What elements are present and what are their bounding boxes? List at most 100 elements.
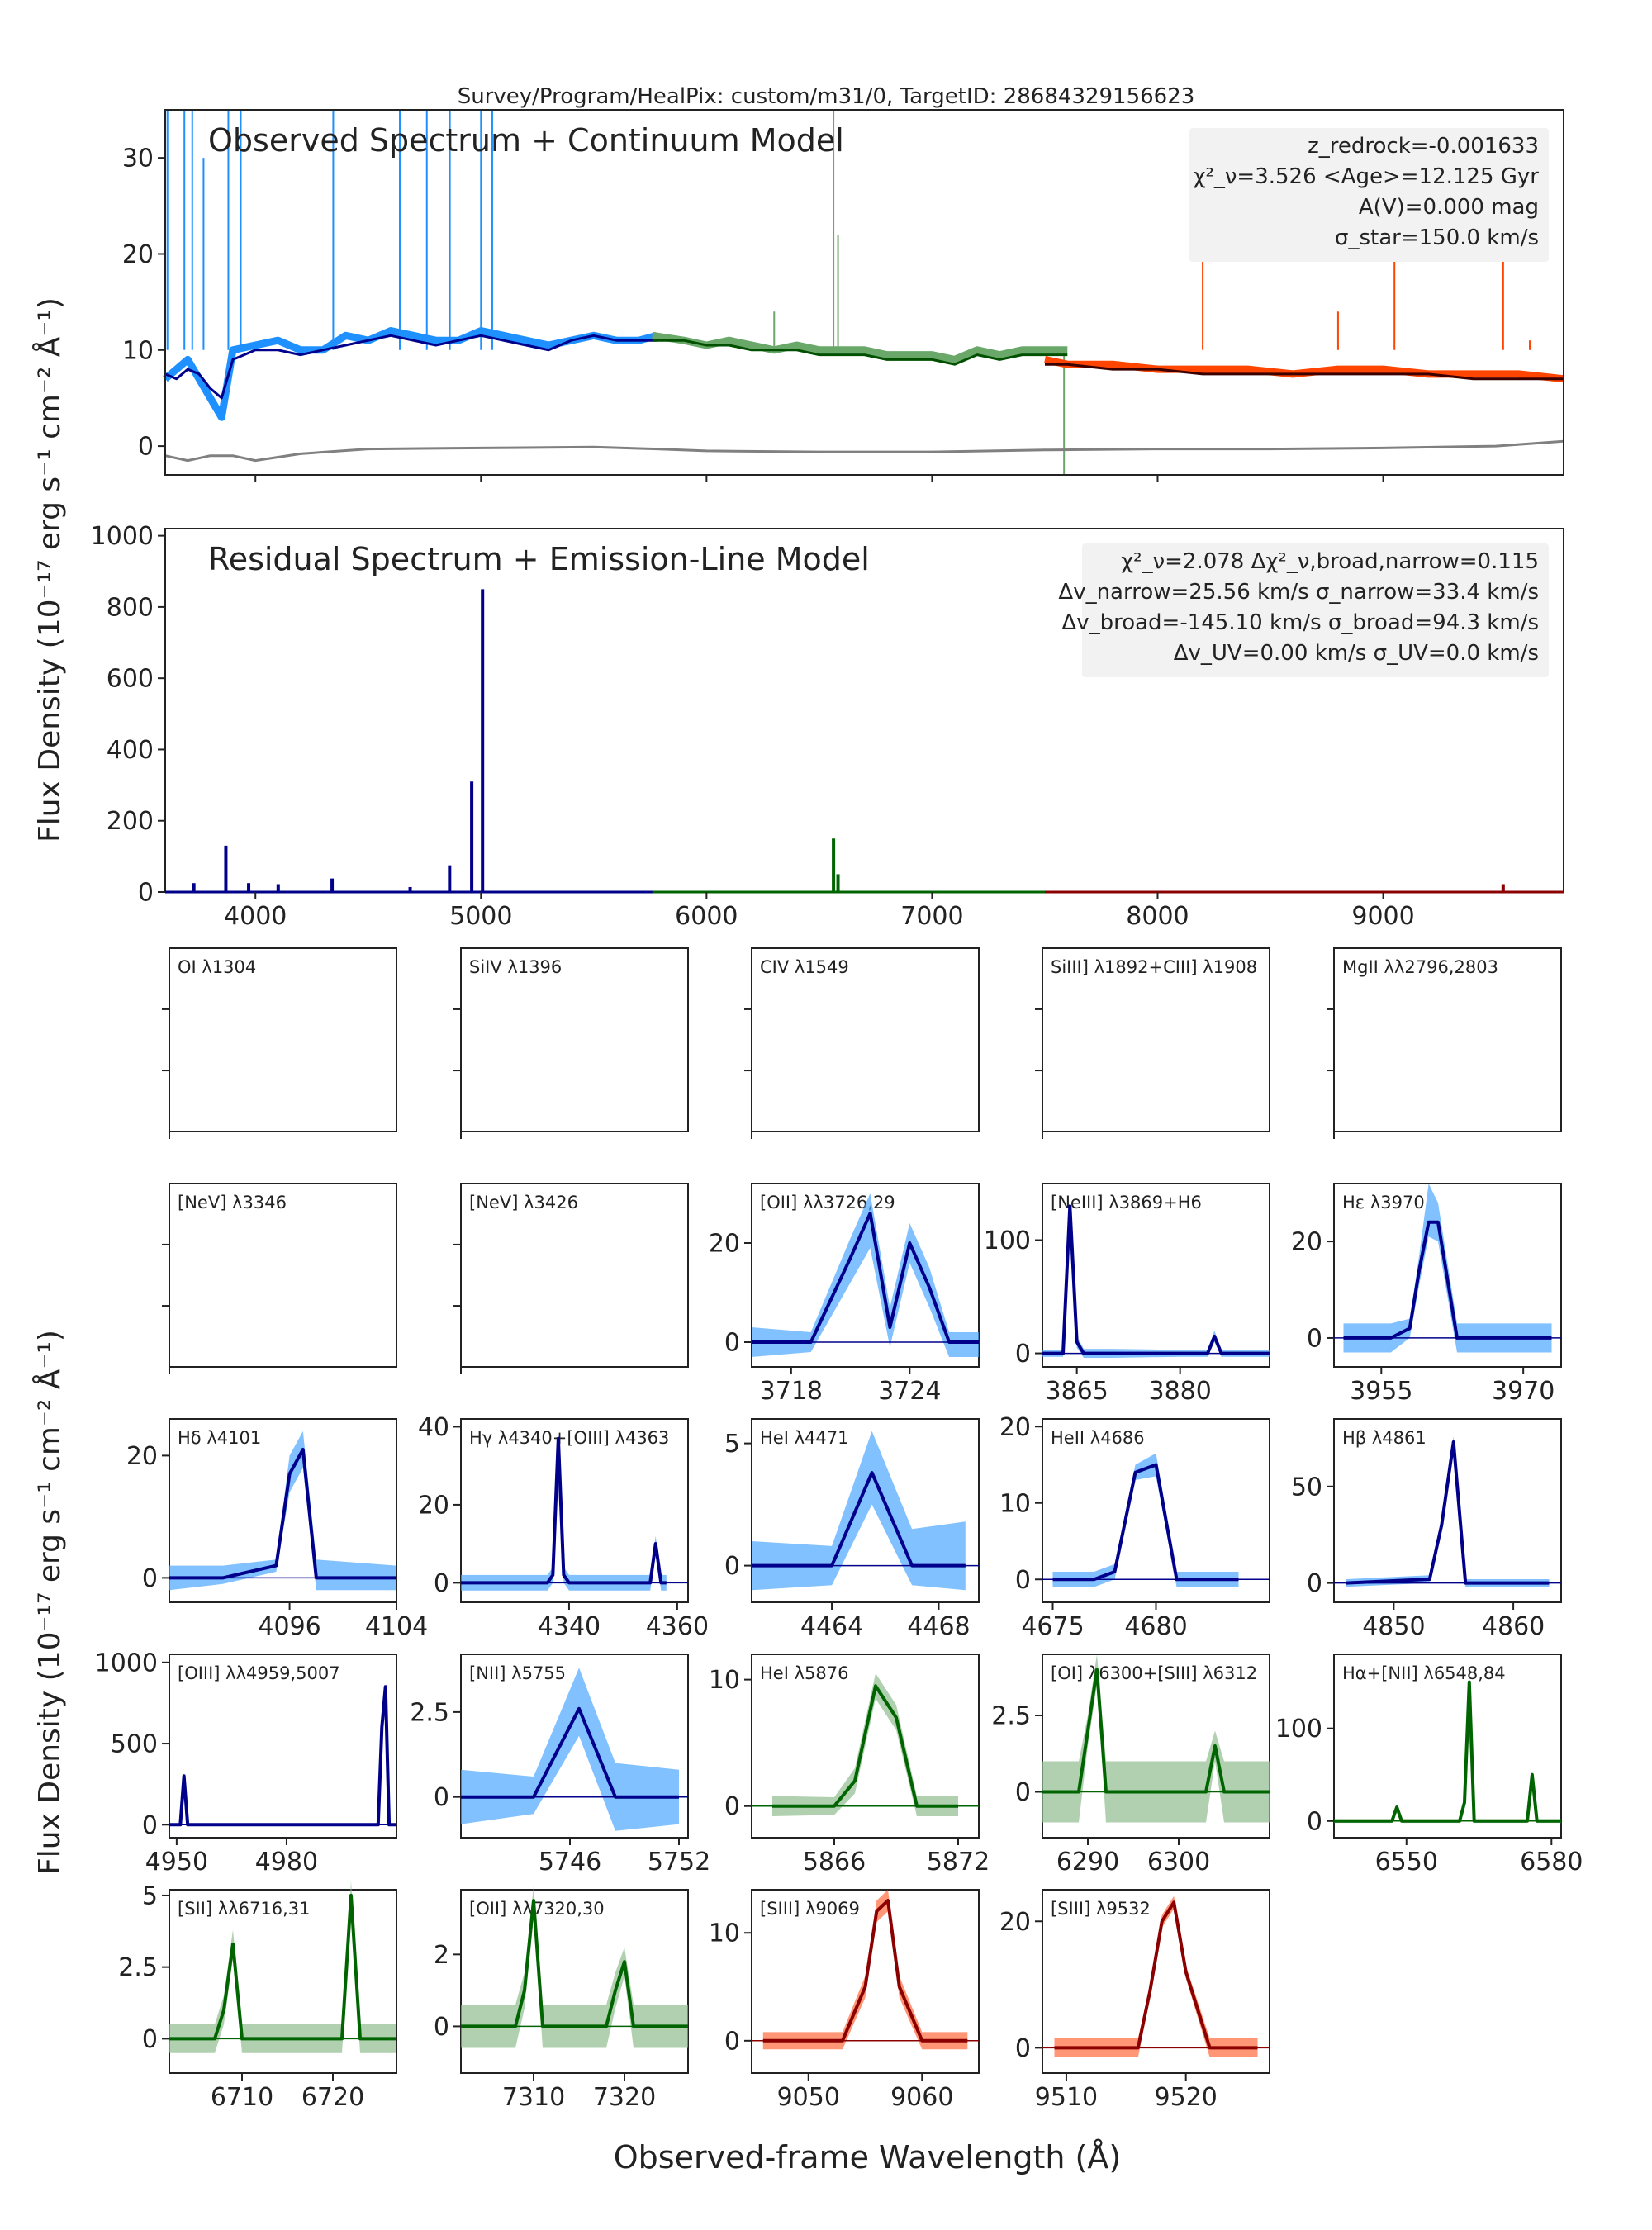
figure-title: Survey/Program/HealPix: custom/m31/0, Ta… — [458, 84, 1195, 109]
uncertainty-band — [169, 1881, 396, 2053]
line-panel — [1042, 947, 1270, 1132]
info-line: χ²_ν=3.526 <Age>=12.125 Gyr — [1193, 164, 1539, 189]
x-tick-label: 4980 — [255, 1848, 318, 1877]
line-panel-title: [OI] λ6300+[SIII] λ6312 — [1051, 1663, 1257, 1683]
info-line: Δv_broad=-145.10 km/s σ_broad=94.3 km/s — [1061, 610, 1539, 635]
x-tick-label: 7310 — [502, 2083, 565, 2112]
emission-line-model — [461, 1706, 679, 1799]
x-tick-label: 4000 — [224, 902, 287, 931]
x-tick-label: 4104 — [365, 1612, 428, 1641]
uncertainty-band — [1054, 1896, 1258, 2057]
x-tick-label: 4468 — [907, 1612, 970, 1641]
y-tick-label: 10 — [709, 1919, 740, 1948]
x-tick-label: 6300 — [1147, 1848, 1210, 1877]
line-panel — [1333, 1418, 1562, 1603]
x-tick-label: 4464 — [800, 1612, 863, 1641]
x-tick-label: 9000 — [1351, 902, 1414, 931]
x-tick-label: 3970 — [1492, 1377, 1555, 1406]
y-tick-label: 0 — [1307, 1569, 1322, 1598]
y-tick-label: 20 — [126, 1442, 158, 1471]
line-panel — [460, 1654, 689, 1839]
x-tick-label: 4860 — [1482, 1612, 1545, 1641]
y-tick-label: 0 — [1307, 1807, 1322, 1836]
y-tick-label: 2.5 — [991, 1702, 1031, 1731]
line-panel-title: MgII λλ2796,2803 — [1342, 957, 1498, 977]
y-axis-label-bottom: Flux Density (10⁻¹⁷ erg s⁻¹ cm⁻² Å⁻¹) — [31, 1330, 67, 1875]
uncertainty-band — [1343, 1184, 1552, 1353]
uncertainty-band — [1346, 1436, 1550, 1587]
series-continuum-model — [164, 334, 657, 400]
line-panel-title: [SII] λλ6716,31 — [178, 1899, 310, 1919]
y-tick-label: 0 — [724, 2027, 740, 2056]
emission-line-model — [752, 1471, 966, 1568]
line-panel-title: [OIII] λλ4959,5007 — [178, 1663, 340, 1683]
x-tick-label: 5872 — [927, 1848, 990, 1877]
x-tick-label: 3880 — [1148, 1377, 1211, 1406]
x-tick-label: 9050 — [777, 2083, 840, 2112]
x-tick-label: 4680 — [1124, 1612, 1187, 1641]
info-line: A(V)=0.000 mag — [1359, 195, 1539, 220]
uncertainty-band — [762, 1890, 968, 2050]
y-tick-label: 0 — [142, 1564, 158, 1593]
x-tick-label: 7320 — [593, 2083, 656, 2112]
x-tick-label: 6710 — [211, 2083, 273, 2112]
x-tick-label: 4850 — [1362, 1612, 1425, 1641]
y-tick-label: 400 — [107, 736, 154, 765]
info-line: z_redrock=-0.001633 — [1308, 134, 1539, 159]
y-tick-label: 1000 — [95, 1649, 158, 1677]
line-panel-title: SiIV λ1396 — [469, 957, 562, 977]
y-tick-label: 0 — [434, 1569, 449, 1598]
y-tick-label: 0 — [434, 1783, 449, 1812]
y-tick-label: 200 — [107, 807, 154, 836]
x-tick-label: 3718 — [760, 1377, 823, 1406]
continuum-info-box — [1189, 128, 1549, 262]
y-tick-label: 0 — [138, 879, 154, 908]
series-sky — [164, 439, 1564, 463]
x-tick-label: 5746 — [539, 1848, 601, 1877]
line-panel — [751, 1418, 980, 1603]
uncertainty-band — [1052, 1453, 1239, 1587]
emission-line-model — [169, 1685, 396, 1827]
y-tick-label: 0 — [724, 1329, 740, 1358]
x-tick-label: 4950 — [145, 1848, 208, 1877]
y-tick-label: 20 — [418, 1491, 449, 1520]
line-panel-title: Hγ λ4340+[OIII] λ4363 — [469, 1428, 669, 1448]
y-tick-label: 1000 — [91, 522, 154, 551]
x-tick-label: 3865 — [1045, 1377, 1108, 1406]
line-panel — [169, 947, 397, 1132]
x-axis-label: Observed-frame Wavelength (Å) — [614, 2139, 1121, 2175]
line-panel — [1333, 1654, 1562, 1839]
x-tick-label: 6000 — [675, 902, 738, 931]
y-tick-label: 20 — [709, 1230, 740, 1259]
line-panel-title: HeII λ4686 — [1051, 1428, 1145, 1448]
line-panel — [460, 1183, 689, 1368]
y-tick-label: 40 — [418, 1413, 449, 1442]
info-line: χ²_ν=2.078 Δχ²_ν,broad,narrow=0.115 — [1121, 549, 1539, 574]
x-tick-label: 6550 — [1375, 1848, 1438, 1877]
line-panel — [460, 1889, 689, 2074]
line-panel-title: HeI λ5876 — [760, 1663, 848, 1683]
emission-line-model — [169, 1893, 396, 2041]
y-tick-label: 10 — [122, 336, 154, 365]
emission-line-model — [762, 1899, 968, 2043]
x-tick-label: 3955 — [1350, 1377, 1412, 1406]
y-tick-label: 5 — [142, 1881, 158, 1910]
line-panel-title: Hβ λ4861 — [1342, 1428, 1427, 1448]
y-tick-label: 0 — [142, 2025, 158, 2054]
line-panel — [751, 1654, 980, 1839]
line-panel-title: [SIII] λ9069 — [760, 1899, 860, 1919]
line-panel-title: [NeIII] λ3869+H6 — [1051, 1193, 1202, 1212]
line-panel — [1333, 947, 1562, 1132]
x-tick-label: 6720 — [301, 2083, 364, 2112]
emission-line-model — [1042, 1204, 1270, 1355]
line-panel-title: [NeV] λ3426 — [469, 1193, 578, 1212]
x-tick-label: 9510 — [1035, 2083, 1098, 2112]
series-continuum-model-r — [652, 339, 1068, 366]
uncertainty-band — [772, 1673, 958, 1816]
x-tick-label: 7000 — [900, 902, 963, 931]
y-tick-label: 10 — [999, 1489, 1031, 1518]
emission-line-model — [461, 1899, 688, 2028]
y-tick-label: 0 — [142, 1811, 158, 1840]
y-tick-label: 500 — [111, 1730, 158, 1759]
